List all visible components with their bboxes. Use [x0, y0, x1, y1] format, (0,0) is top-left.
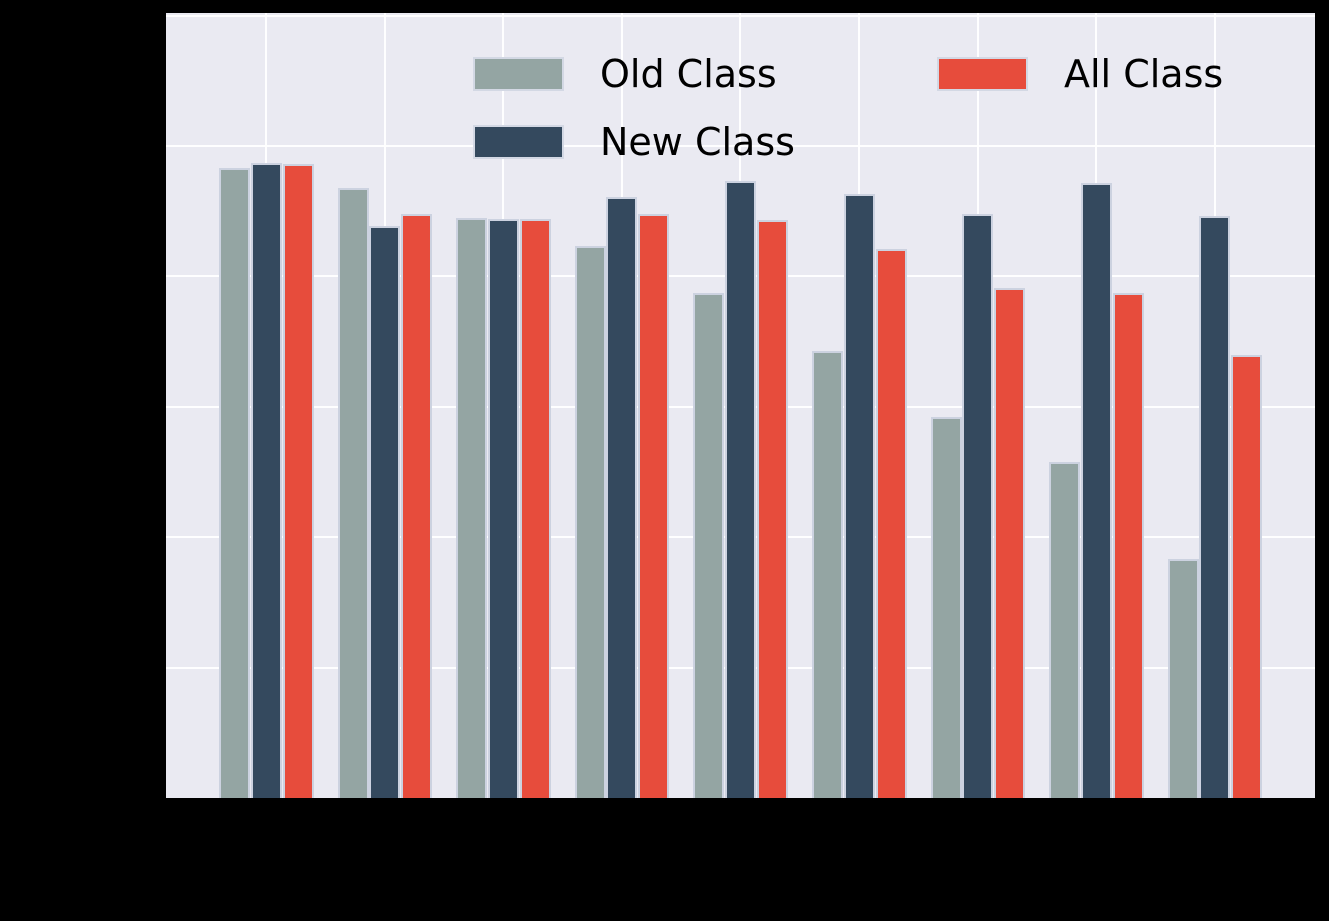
bar-new-class-group-2	[369, 226, 401, 798]
bar-all-class-group-8	[1112, 293, 1144, 798]
bar-old-class-group-4	[574, 246, 606, 798]
plot-area: Old Class All Class New Class	[166, 13, 1315, 798]
legend-item-old-class: Old Class	[473, 52, 777, 96]
bar-new-class-group-6	[843, 194, 875, 798]
legend-label-new-class: New Class	[600, 120, 795, 164]
bar-all-class-group-7	[994, 288, 1026, 798]
bar-old-class-group-5	[693, 293, 725, 798]
bar-old-class-group-9	[1167, 559, 1199, 798]
bar-new-class-group-4	[606, 197, 638, 798]
bar-new-class-group-5	[724, 181, 756, 798]
legend-label-all-class: All Class	[1064, 52, 1224, 96]
bar-all-class-group-9	[1231, 355, 1263, 798]
bar-new-class-group-3	[487, 219, 519, 798]
legend-swatch-all-class	[937, 57, 1028, 91]
bar-all-class-group-4	[638, 214, 670, 798]
bar-old-class-group-1	[219, 168, 250, 798]
legend-swatch-old-class	[473, 57, 564, 91]
bar-new-class-group-7	[962, 214, 994, 798]
bar-all-class-group-6	[875, 249, 907, 798]
legend-item-all-class: All Class	[937, 52, 1224, 96]
bar-new-class-group-1	[250, 163, 282, 798]
bar-new-class-group-8	[1080, 183, 1112, 798]
bar-old-class-group-2	[337, 188, 369, 798]
bar-new-class-group-9	[1199, 216, 1231, 798]
bar-all-class-group-5	[756, 220, 788, 798]
bar-old-class-group-7	[930, 417, 962, 798]
bar-all-class-group-3	[519, 219, 551, 798]
bar-all-class-group-1	[282, 164, 314, 798]
legend-label-old-class: Old Class	[600, 52, 777, 96]
bar-old-class-group-6	[812, 351, 843, 798]
legend-item-new-class: New Class	[473, 120, 795, 164]
bar-old-class-group-8	[1049, 462, 1081, 798]
legend-swatch-new-class	[473, 125, 564, 159]
bar-all-class-group-2	[401, 214, 433, 798]
bar-old-class-group-3	[456, 218, 488, 798]
